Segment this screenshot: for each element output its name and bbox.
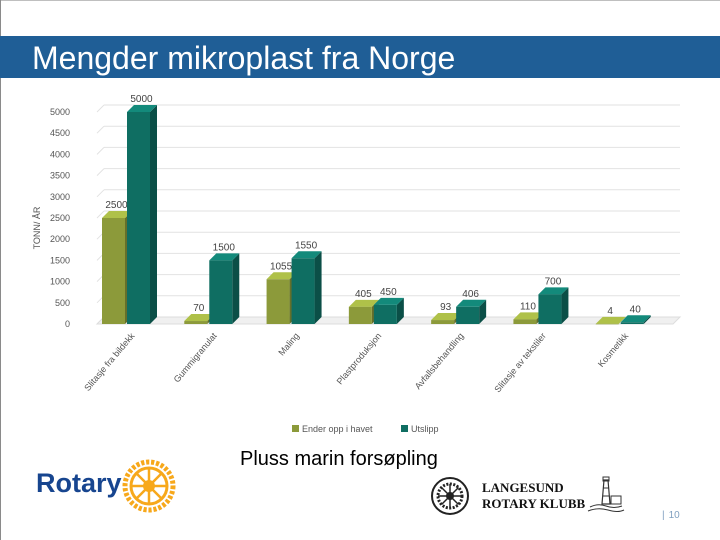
bar-top [209,253,240,261]
bar [127,112,150,324]
bar-top [456,299,487,307]
bar [102,218,125,324]
bar-side [150,105,157,324]
x-tick-label: Kosmetikk [596,330,631,369]
y-tick-label: 1500 [50,255,70,265]
gridline-side [96,168,105,176]
bar [266,279,290,324]
club-name-line-2: ROTARY KLUBB [482,496,586,511]
bar-top [373,297,404,305]
bar-top [266,272,297,280]
legend-label: Ender opp i havet [302,424,373,434]
y-axis-label: TONN/ ÅR [32,206,42,249]
bar [595,323,619,325]
gridline-side [96,210,105,219]
slide-title: Mengder mikroplast fra Norge [32,40,456,76]
bar-side [479,299,487,324]
legend-swatch [401,425,408,432]
y-tick-label: 5000 [50,107,70,117]
data-label: 70 [193,303,205,314]
bar-side [396,297,404,324]
data-label: 700 [545,276,562,287]
x-tick-label: Avfallsbehandling [413,331,466,391]
title-bar: Mengder mikroplast fra Norge [0,36,720,78]
gridline-side [96,125,105,134]
bar-top [184,314,215,322]
data-label: 93 [440,302,452,313]
y-tick-label: 500 [55,298,70,308]
y-tick-label: 4000 [50,149,70,159]
bar-top [431,313,462,321]
bar [620,322,644,324]
bar-side [314,251,322,324]
bar-top [348,299,379,307]
bar-top [620,315,651,323]
x-tick-label: Gummigranulat [172,330,220,384]
top-border [0,0,720,1]
rotary-wheel-icon [122,459,176,513]
left-border [0,0,1,540]
page-number: 10 [662,510,680,521]
rotary-logo: Rotary [30,456,180,516]
data-label: 40 [630,304,642,315]
bar [456,306,480,324]
gridline-side [96,104,105,113]
bar [348,306,372,324]
data-label: 4 [607,306,613,317]
y-tick-label: 1000 [50,277,70,287]
bar [209,260,233,324]
y-tick-label: 2500 [50,213,70,223]
bar-top [102,211,132,218]
bar-side [618,316,626,324]
bar-side [561,287,569,324]
x-tick-label: Slitasje av tekstiler [492,331,548,395]
bar [538,294,562,324]
bar-top [595,316,626,324]
bar-top [513,312,544,320]
legend-label: Utslipp [411,424,439,434]
bar [513,319,537,324]
data-label: 405 [355,289,372,300]
data-label: 5000 [130,94,153,105]
data-label: 450 [380,287,397,298]
data-label: 406 [462,289,479,300]
bar-top [291,251,322,259]
y-tick-label: 4500 [50,128,70,138]
rotary-wordmark: Rotary [36,468,122,498]
bar-side [232,253,240,324]
bar [373,304,397,324]
y-tick-label: 2000 [50,234,70,244]
lighthouse-icon [587,476,625,512]
langesund-rotary-logo: LANGESUND ROTARY KLUBB [430,474,630,516]
slide-subtitle: Pluss marin forsøpling [240,448,438,470]
club-name: LANGESUND ROTARY KLUBB [482,480,585,512]
x-tick-label: Slitasje fra bildekk [82,330,137,392]
club-name-line-1: LANGESUND [482,480,564,495]
y-tick-label: 3000 [50,192,70,202]
data-label: 1055 [270,261,293,272]
data-label: 2500 [105,200,128,211]
y-tick-label: 0 [65,319,70,329]
y-tick-label: 3500 [50,171,70,181]
bar-top [127,105,157,112]
bar [291,258,315,324]
legend-swatch [292,425,299,432]
data-label: 1500 [213,242,236,253]
bar [184,321,208,324]
club-seal-icon [431,477,469,515]
x-tick-label: Maling [276,331,301,358]
x-tick-label: Plastproduksjon [335,331,384,386]
data-label: 110 [520,301,536,312]
bar-chart: 0 500 1000 1500 2000 2500 3000 3500 4000 4500 5000… [32,94,682,434]
data-label: 1550 [295,240,318,251]
gridline-side [96,147,105,155]
bar-top [538,287,569,295]
bar [431,320,455,324]
gridline-side [96,189,105,198]
bar-side [643,315,651,324]
